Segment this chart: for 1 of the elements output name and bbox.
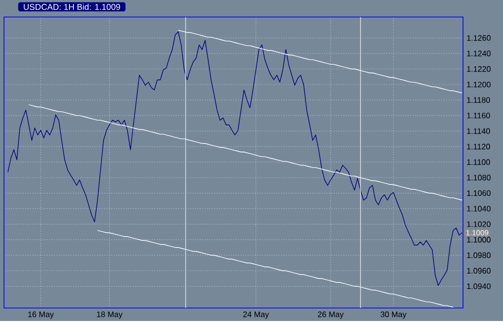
chart-title: USDCAD: 1H Bid: 1.1009 <box>24 4 120 10</box>
